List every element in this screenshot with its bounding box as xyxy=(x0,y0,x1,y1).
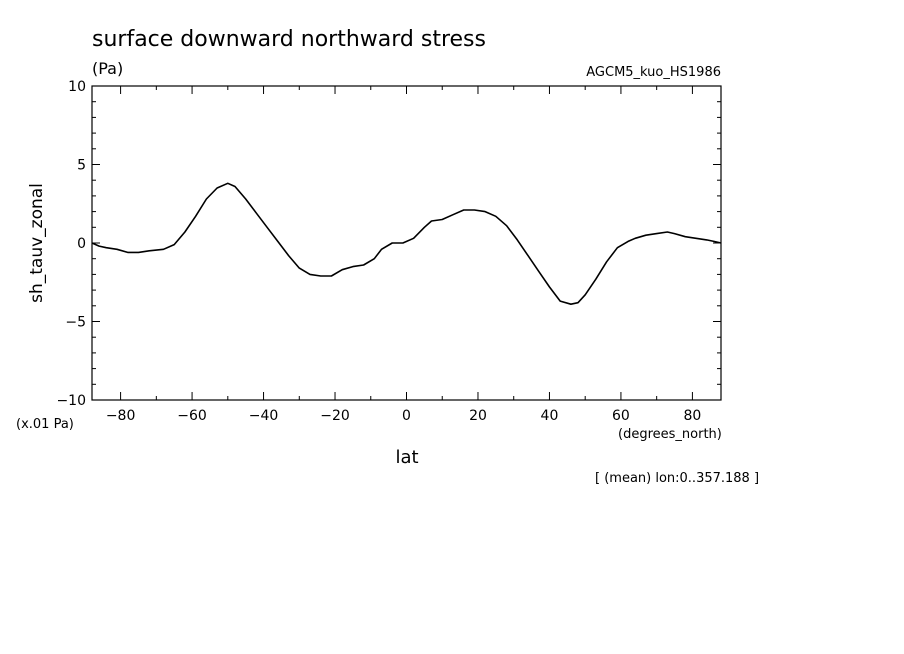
footnote: [ (mean) lon:0..357.188 ] xyxy=(595,471,759,486)
x-tick-label: 40 xyxy=(541,408,559,424)
x-tick-label: 0 xyxy=(402,408,411,424)
y-tick-label: 0 xyxy=(77,236,86,252)
axes: −80 −60 −40 −20 0 20 40 60 80 −10 −5 0 5 10 xyxy=(56,79,722,424)
chart-units: (Pa) xyxy=(92,59,123,78)
chart-title: surface downward northward stress xyxy=(92,27,486,52)
x-tick-label: 60 xyxy=(612,408,630,424)
y-scale-note: (x.01 Pa) xyxy=(16,417,74,432)
y-tick-label: 10 xyxy=(68,79,86,95)
x-axis-label: lat xyxy=(395,447,418,468)
y-tick-label: 5 xyxy=(77,158,86,174)
series-line xyxy=(91,182,722,305)
y-tick-label: −10 xyxy=(56,393,86,409)
x-tick-label: −80 xyxy=(106,408,136,424)
x-tick-label: −60 xyxy=(177,408,207,424)
x-tick-label: −20 xyxy=(320,408,350,424)
y-tick-label: −5 xyxy=(65,315,86,331)
x-tick-label: 20 xyxy=(469,408,487,424)
model-label: AGCM5_kuo_HS1986 xyxy=(586,65,721,80)
y-axis-label: sh_tauv_zonal xyxy=(27,183,47,303)
x-units-label: (degrees_north) xyxy=(618,427,722,442)
x-tick-label: 80 xyxy=(683,408,701,424)
x-tick-label: −40 xyxy=(249,408,279,424)
